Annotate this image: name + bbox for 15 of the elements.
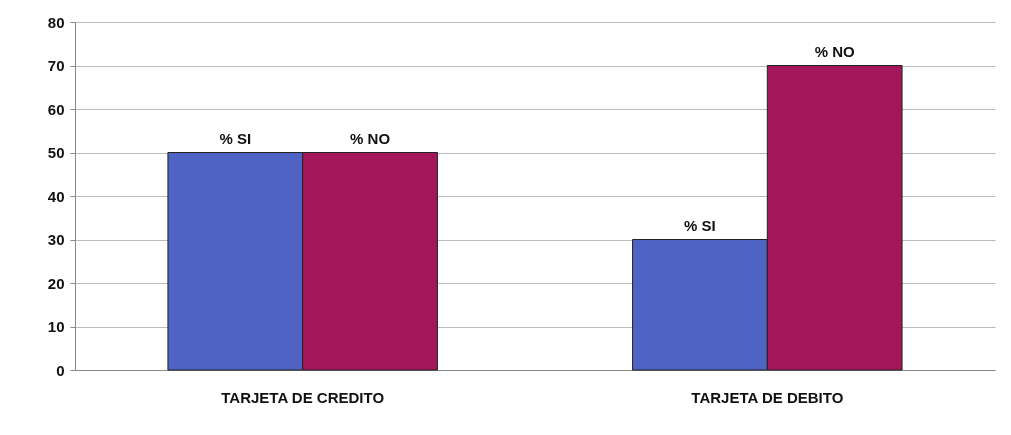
- y-tick-label: 10: [47, 318, 65, 335]
- x-tick-label: TARJETA DE CREDITO: [221, 388, 385, 406]
- y-tick-label: 60: [47, 100, 65, 118]
- y-tick-label: 30: [47, 231, 65, 248]
- y-tick-label: 40: [47, 187, 65, 205]
- text: % NO: [814, 42, 855, 60]
- y-tick-label: 80: [47, 13, 65, 31]
- y-tick-label: 20: [47, 274, 65, 292]
- series-label: % NO: [350, 129, 391, 147]
- y-tick-label: 0: [56, 361, 65, 379]
- y-tick-label: 70: [47, 57, 65, 74]
- series-label: % SI: [219, 129, 252, 147]
- x-tick-label: TARJETA DE DEBITO: [691, 388, 844, 406]
- y-tick-label: 50: [47, 144, 65, 161]
- text: % SI: [684, 216, 716, 234]
